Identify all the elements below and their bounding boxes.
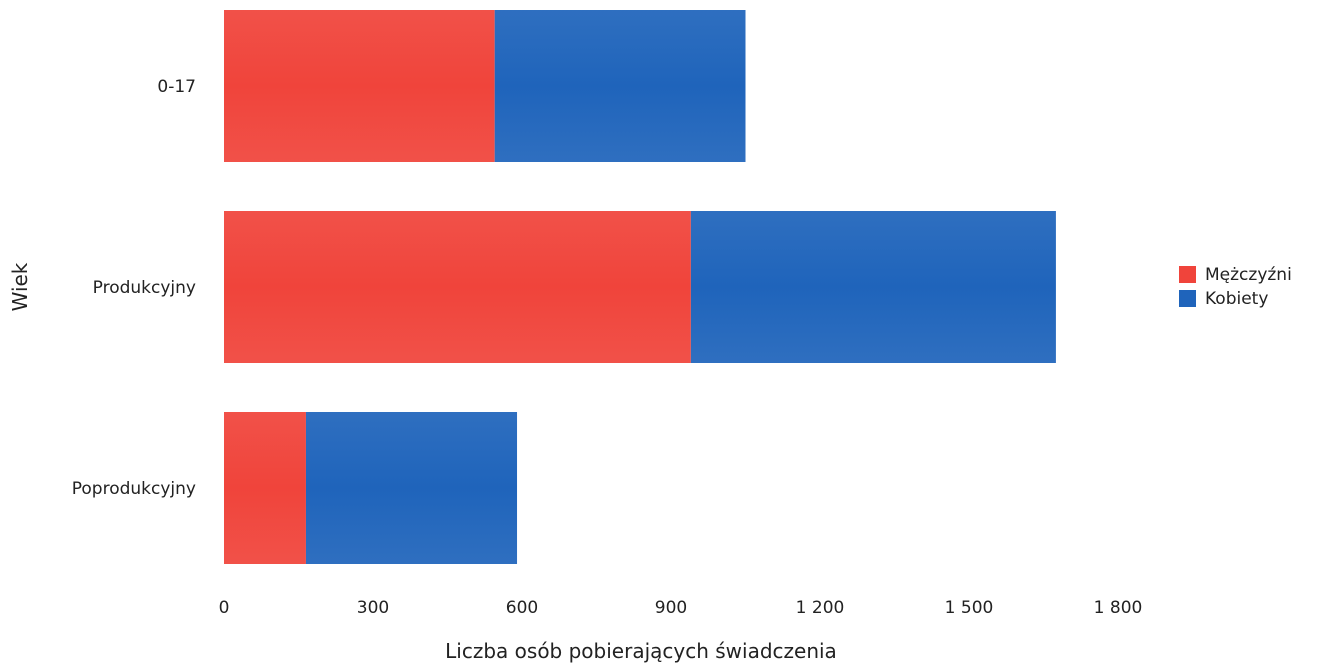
legend-label: Mężczyźni xyxy=(1205,265,1292,285)
x-tick-labels: 0 300 600 900 1 200 1 500 1 800 xyxy=(219,598,1143,618)
category-label: Produkcyjny xyxy=(93,278,196,298)
x-tick-label: 1 200 xyxy=(796,598,845,618)
bar-poprodukcyjny-women xyxy=(305,412,518,564)
category-label: 0-17 xyxy=(157,77,196,97)
bar-produkcyjny-women xyxy=(690,211,1056,363)
x-tick-label: 600 xyxy=(506,598,538,618)
x-tick-label: 0 xyxy=(219,598,230,618)
legend: Mężczyźni Kobiety xyxy=(1179,265,1292,309)
bar-produkcyjny-men xyxy=(224,211,691,363)
legend-label: Kobiety xyxy=(1205,289,1268,309)
legend-swatch xyxy=(1179,266,1196,283)
x-tick-label: 1 500 xyxy=(945,598,994,618)
bars-layer xyxy=(224,10,1056,564)
x-tick-label: 1 800 xyxy=(1094,598,1143,618)
bar-poprodukcyjny-men xyxy=(224,412,306,564)
x-tick-label: 900 xyxy=(655,598,687,618)
bar-0-17-women xyxy=(494,10,746,162)
category-label: Poprodukcyjny xyxy=(72,479,196,499)
x-tick-label: 300 xyxy=(357,598,389,618)
y-axis-title: Wiek xyxy=(8,262,32,311)
bar-0-17-men xyxy=(224,10,495,162)
category-labels: 0-17 Produkcyjny Poprodukcyjny xyxy=(72,77,196,499)
x-axis-title: Liczba osób pobierających świadczenia xyxy=(445,639,837,663)
legend-swatch xyxy=(1179,290,1196,307)
